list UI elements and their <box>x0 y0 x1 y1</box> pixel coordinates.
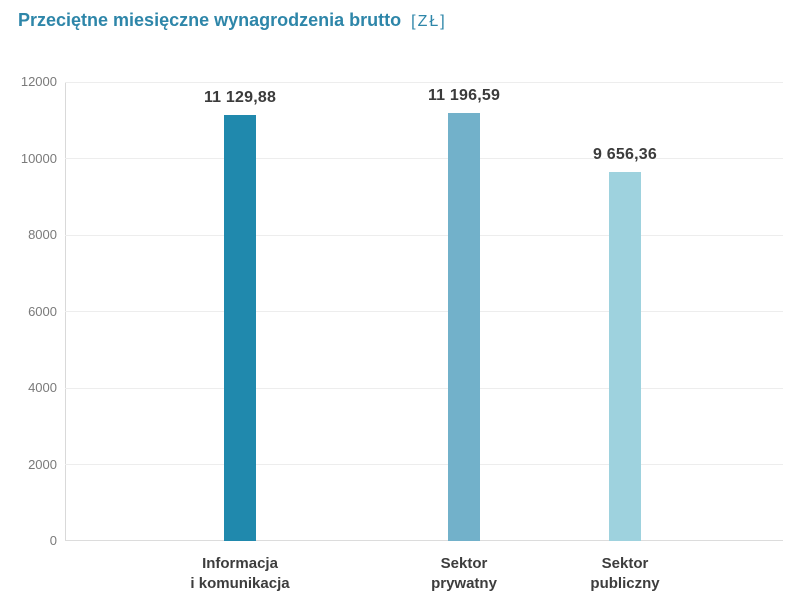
category-label: Informacja i komunikacja <box>190 555 290 592</box>
y-tick-label: 4000 <box>28 380 57 395</box>
y-tick-label: 6000 <box>28 303 57 319</box>
gridline <box>65 234 783 236</box>
bar-value-label: 9 656,36 <box>593 145 657 163</box>
gridline <box>65 81 783 83</box>
x-axis-line <box>65 540 783 541</box>
category-label: Sektor prywatny <box>431 555 497 592</box>
bar-value-label: 11 196,59 <box>427 86 501 104</box>
gridline <box>65 158 783 159</box>
gridline <box>65 464 783 465</box>
bar-value-label: 11 129,88 <box>203 89 277 107</box>
y-tick-label: 12000 <box>20 74 57 89</box>
category-label: Sektor publiczny <box>590 555 660 592</box>
y-tick-label: 10000 <box>20 150 57 166</box>
y-tick-label: 8000 <box>28 227 57 242</box>
plot-area: 11 129,88 11 196,59 9 656,36 <box>65 81 783 541</box>
chart-title: Przeciętne miesięczne wynagrodzenia brut… <box>18 8 447 34</box>
chart-title-unit: [ZŁ] <box>411 13 447 30</box>
y-tick-label: 2000 <box>28 456 57 472</box>
bar-3 <box>609 171 641 541</box>
bar-1 <box>224 115 256 541</box>
gridline <box>65 387 783 389</box>
y-tick-label: 0 <box>49 533 57 548</box>
gridline <box>65 311 783 312</box>
chart-title-text: Przeciętne miesięczne wynagrodzenia brut… <box>18 10 402 30</box>
bar-2 <box>448 112 480 541</box>
